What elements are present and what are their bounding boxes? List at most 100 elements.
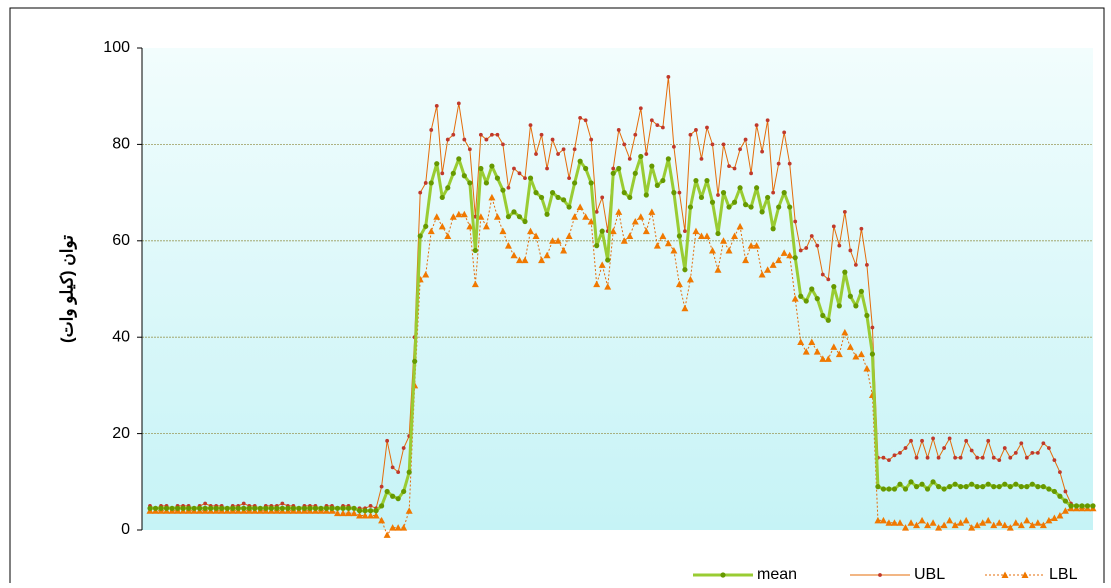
data-point — [666, 75, 671, 79]
series-line — [149, 76, 1093, 509]
data-point — [813, 348, 821, 355]
data-point — [1041, 441, 1046, 446]
data-point — [444, 232, 452, 239]
data-point — [681, 304, 689, 312]
y-tick-label: 0 — [121, 521, 130, 538]
data-point — [422, 271, 430, 278]
data-point — [203, 501, 208, 506]
plot: 0 20 40 60 80 100 mean UBL LBL — [103, 39, 1097, 583]
data-point — [918, 516, 926, 524]
data-point — [957, 519, 965, 526]
y-tick-label: 40 — [112, 328, 130, 345]
data-point — [848, 248, 853, 253]
data-point — [434, 103, 439, 108]
data-point — [512, 166, 516, 171]
data-point — [980, 455, 985, 460]
data-point — [208, 505, 214, 511]
data-point — [985, 481, 991, 487]
data-point — [698, 194, 705, 201]
data-point — [567, 176, 572, 181]
data-point — [835, 350, 843, 358]
data-point — [975, 455, 980, 460]
data-point — [697, 232, 705, 239]
data-point — [968, 524, 976, 531]
data-point — [710, 142, 715, 147]
data-point — [638, 153, 644, 160]
data-point — [930, 479, 936, 485]
data-point — [786, 251, 794, 259]
data-point — [186, 505, 192, 511]
data-point — [467, 147, 472, 152]
data-point — [753, 242, 761, 249]
data-point — [373, 508, 379, 514]
data-point — [946, 516, 954, 524]
data-point — [1035, 484, 1041, 490]
data-point — [219, 505, 225, 511]
data-point — [598, 261, 606, 268]
data-point — [461, 173, 467, 179]
data-point — [395, 496, 401, 502]
data-point — [749, 171, 753, 176]
data-point — [544, 211, 550, 217]
data-point — [290, 505, 296, 511]
data-point — [798, 248, 803, 253]
data-point — [931, 436, 935, 441]
data-point — [609, 227, 617, 235]
data-point — [1018, 484, 1024, 490]
data-point — [356, 512, 364, 519]
data-point — [815, 243, 820, 248]
data-point — [942, 446, 947, 450]
data-point — [787, 204, 793, 210]
data-point — [808, 338, 816, 346]
data-point — [902, 524, 910, 531]
data-point — [940, 521, 948, 529]
data-point — [759, 209, 765, 215]
data-point — [737, 185, 743, 191]
data-point — [307, 505, 313, 511]
data-point — [665, 156, 671, 162]
data-point — [241, 505, 247, 511]
data-point — [627, 156, 632, 161]
data-point — [879, 516, 887, 524]
data-point — [649, 163, 655, 169]
data-point — [622, 142, 627, 147]
data-point — [892, 453, 897, 458]
data-point — [301, 505, 308, 511]
data-point — [780, 249, 788, 256]
data-point — [345, 509, 353, 517]
data-point — [389, 524, 397, 531]
data-point — [675, 280, 683, 288]
data-point — [831, 283, 837, 290]
data-point — [333, 509, 341, 517]
data-point — [451, 132, 456, 137]
data-point — [550, 137, 555, 142]
data-point — [898, 450, 902, 455]
data-point — [1023, 516, 1031, 524]
data-point — [412, 358, 418, 364]
data-point — [1068, 503, 1074, 509]
data-point — [549, 237, 557, 244]
data-point — [367, 512, 375, 519]
data-point — [765, 194, 771, 201]
data-point — [527, 175, 534, 181]
data-point — [831, 224, 836, 229]
data-point — [694, 128, 698, 132]
y-axis-label: توان (کیلو وات) — [57, 235, 77, 343]
data-point — [1046, 486, 1052, 492]
data-point — [587, 218, 595, 225]
data-point — [760, 149, 765, 154]
data-point — [400, 524, 408, 531]
data-point — [429, 128, 434, 132]
data-point — [527, 227, 535, 235]
data-point — [830, 343, 838, 350]
data-point — [765, 118, 770, 123]
data-point — [626, 232, 634, 239]
data-point — [594, 209, 599, 214]
data-point — [654, 182, 660, 188]
data-point — [731, 199, 738, 205]
data-point — [671, 144, 676, 149]
data-point — [984, 516, 992, 524]
data-point — [202, 505, 208, 511]
data-point — [655, 123, 660, 128]
data-point — [863, 365, 871, 372]
